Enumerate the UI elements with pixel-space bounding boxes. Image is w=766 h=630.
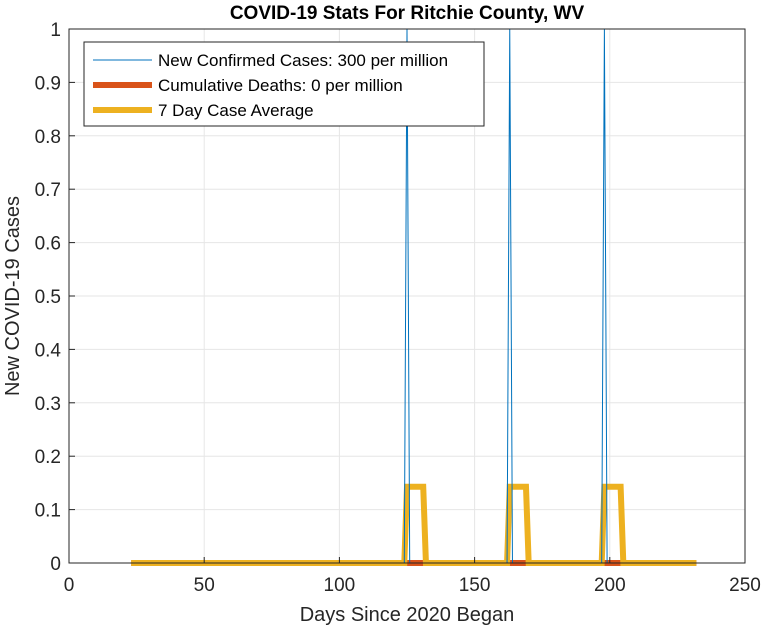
legend: New Confirmed Cases: 300 per million Cumu… — [83, 41, 485, 127]
legend-label: 7 Day Case Average — [158, 101, 314, 120]
x-axis-label: Days Since 2020 Began — [300, 604, 515, 626]
y-tick-label: 0.6 — [35, 234, 61, 255]
x-tick-label: 0 — [64, 575, 75, 596]
legend-label: New Confirmed Cases: 300 per million — [158, 51, 448, 70]
x-tick-label: 100 — [324, 575, 356, 596]
axis-ticks: 0 50 100 150 200 250 0 0.1 0.2 0.3 0.4 0.5 0.6 0.7 0.8… — [35, 20, 761, 596]
y-tick-label: 0.5 — [35, 287, 61, 308]
x-tick-label: 250 — [729, 575, 761, 596]
y-tick-label: 0.9 — [35, 73, 61, 94]
x-tick-label: 150 — [459, 575, 491, 596]
x-tick-label: 50 — [194, 575, 215, 596]
y-tick-label: 0.3 — [35, 394, 61, 415]
y-tick-label: 0.7 — [35, 180, 61, 201]
chart-title: COVID-19 Stats For Ritchie County, WV — [230, 3, 585, 24]
y-axis-label: New COVID-19 Cases — [2, 196, 24, 396]
y-tick-label: 0.2 — [35, 447, 61, 468]
x-tick-label: 200 — [594, 575, 626, 596]
y-tick-label: 1 — [50, 20, 61, 41]
y-tick-label: 0.1 — [35, 501, 61, 522]
legend-label: Cumulative Deaths: 0 per million — [158, 76, 403, 95]
y-tick-label: 0.4 — [35, 340, 62, 361]
y-tick-label: 0.8 — [35, 127, 61, 148]
y-tick-label: 0 — [50, 554, 61, 575]
